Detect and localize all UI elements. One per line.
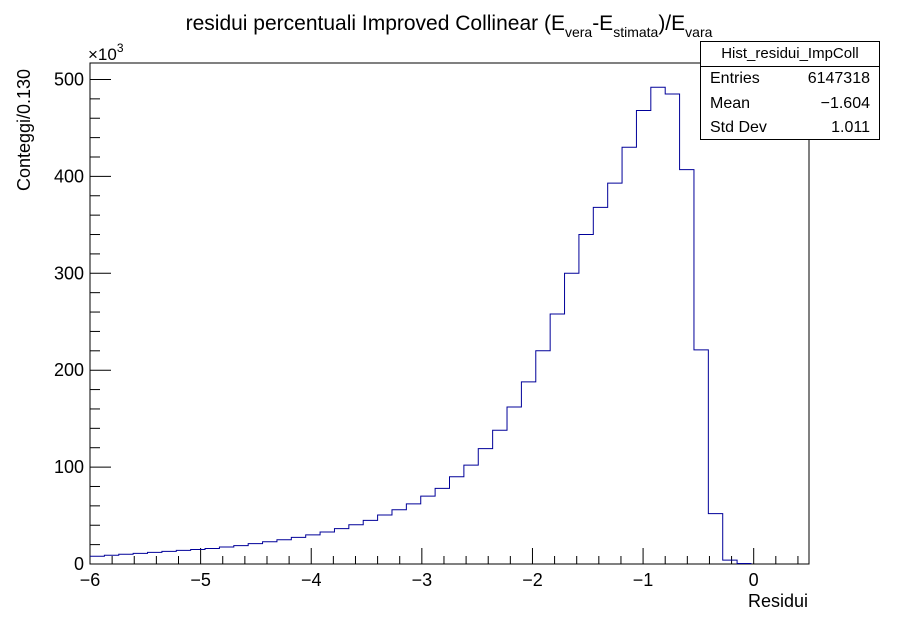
x-axis-label: Residui	[748, 591, 808, 611]
stats-value: −1.604	[820, 94, 870, 112]
y-tick-label: 200	[54, 360, 84, 380]
x-tick-label: −4	[301, 570, 322, 590]
y-tick-label: 0	[74, 554, 84, 574]
stats-label: Mean	[710, 94, 751, 112]
y-axis-tick-labels: 0 100 200 300 400 500	[54, 69, 84, 574]
stats-histogram-name: Hist_residui_ImpColl	[701, 42, 879, 67]
histogram-series-line	[89, 86, 752, 565]
x-axis-ticks	[89, 548, 799, 564]
stats-value: 1.011	[831, 119, 870, 136]
x-tick-label: −6	[80, 570, 101, 590]
plot-frame	[89, 62, 810, 565]
y-axis-multiplier: ×103	[88, 41, 124, 64]
y-tick-label: 300	[54, 263, 84, 283]
x-tick-label: 0	[749, 570, 759, 590]
chart-title: residui percentuali Improved Collinear (…	[186, 12, 713, 40]
stats-row-entries: Entries 6147318	[701, 67, 879, 92]
y-tick-label: 400	[54, 166, 84, 186]
x-axis-tick-labels: −6 −5 −4 −3 −2 −1 0	[80, 570, 759, 590]
stats-value: 6147318	[807, 70, 870, 87]
x-tick-label: −5	[190, 570, 211, 590]
x-tick-label: −3	[412, 570, 433, 590]
stats-row-std-dev: Std Dev 1.011	[701, 116, 879, 141]
x-tick-label: −1	[633, 570, 654, 590]
stats-row-mean: Mean −1.604	[701, 92, 879, 117]
stats-label: Std Dev	[710, 119, 767, 136]
x-tick-label: −2	[522, 570, 543, 590]
stats-box: Hist_residui_ImpColl Entries 6147318 Mea…	[700, 41, 880, 140]
y-tick-label: 500	[54, 69, 84, 89]
y-axis-label: Conteggi/0.130	[14, 69, 34, 191]
y-tick-label: 100	[54, 457, 84, 477]
y-axis-ticks	[90, 78, 111, 565]
stats-label: Entries	[710, 70, 760, 87]
